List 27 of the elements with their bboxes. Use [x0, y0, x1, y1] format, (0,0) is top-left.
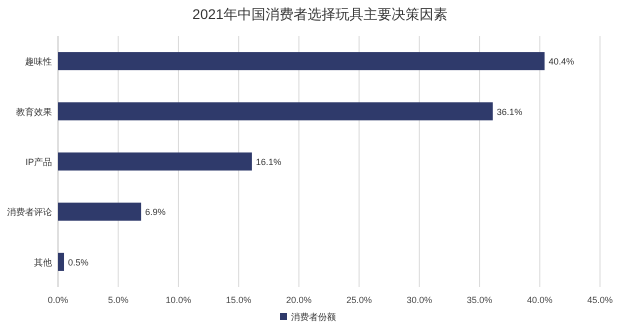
x-tick-label: 30.0%	[406, 295, 432, 305]
x-tick-label: 35.0%	[466, 295, 492, 305]
bar	[58, 152, 252, 171]
y-tick-label: 趣味性	[25, 56, 52, 67]
data-label: 16.1%	[256, 157, 282, 167]
y-tick-label: 消费者评论	[7, 207, 52, 218]
x-tick-label: 45.0%	[587, 295, 613, 305]
chart-title: 2021年中国消费者选择玩具主要决策因素	[192, 6, 448, 22]
x-tick-label: 25.0%	[346, 295, 372, 305]
y-tick-label: 其他	[34, 257, 52, 268]
x-tick-label: 10.0%	[166, 295, 192, 305]
x-tick-label: 5.0%	[108, 295, 128, 305]
bar	[58, 202, 142, 221]
data-label: 40.4%	[548, 56, 574, 67]
bar	[58, 102, 493, 120]
data-label: 0.5%	[68, 257, 89, 268]
legend-label: 消费者份额	[291, 312, 336, 322]
y-tick-label: IP产品	[25, 157, 52, 167]
y-tick-label: 教育效果	[16, 106, 52, 117]
x-tick-label: 0.0%	[48, 295, 68, 305]
x-tick-label: 15.0%	[226, 295, 252, 305]
data-label: 36.1%	[496, 106, 522, 117]
data-label: 6.9%	[145, 207, 166, 218]
bar	[58, 252, 64, 271]
x-tick-label: 20.0%	[286, 295, 312, 305]
bar	[58, 52, 545, 70]
x-tick-label: 40.0%	[527, 295, 553, 305]
